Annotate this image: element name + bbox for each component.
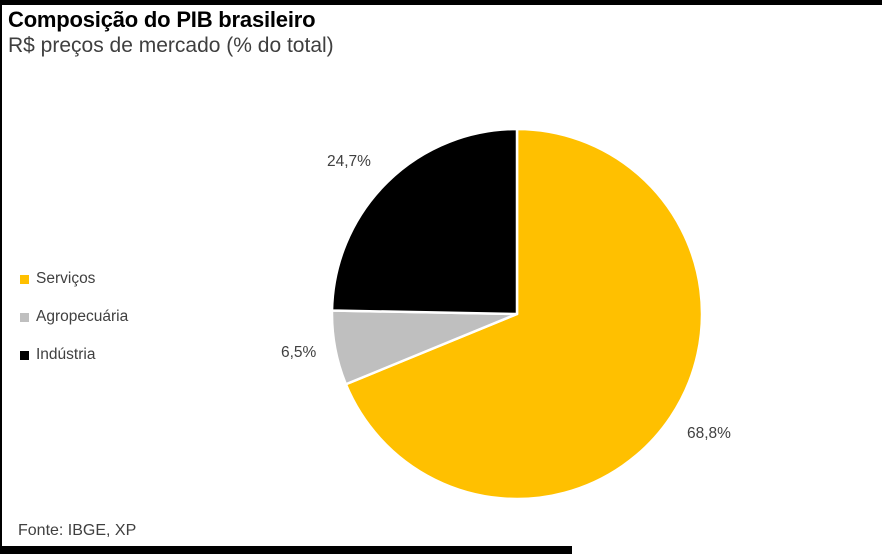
- chart-title: Composição do PIB brasileiro: [8, 7, 316, 32]
- legend-label-servicos: Serviços: [36, 270, 96, 287]
- data-label-industria: 24,7%: [327, 153, 371, 170]
- legend-label-agropecuaria: Agropecuária: [36, 308, 129, 325]
- pie-chart-area: [329, 126, 705, 502]
- pie-slice-servicos: [344, 127, 704, 501]
- data-label-agropecuaria: 6,5%: [281, 344, 317, 361]
- legend-item-industria: Indústria: [20, 346, 128, 364]
- pie-slice-industria: [330, 127, 519, 316]
- legend-label-industria: Indústria: [36, 346, 96, 363]
- chart-subtitle: R$ preços de mercado (% do total): [8, 34, 334, 57]
- legend: Serviços Agropecuária Indústria: [20, 270, 128, 364]
- legend-item-agropecuaria: Agropecuária: [20, 308, 128, 326]
- top-accent-bar: [0, 0, 882, 5]
- pie-chart: [330, 127, 704, 501]
- legend-swatch-servicos: [20, 274, 29, 284]
- left-accent-bar: [0, 0, 2, 554]
- data-label-servicos: 68,8%: [687, 425, 731, 442]
- legend-item-servicos: Serviços: [20, 270, 128, 288]
- bottom-accent-bar: [0, 546, 572, 554]
- source-note: Fonte: IBGE, XP: [18, 522, 137, 539]
- legend-swatch-agropecuaria: [20, 312, 29, 322]
- legend-swatch-industria: [20, 350, 29, 360]
